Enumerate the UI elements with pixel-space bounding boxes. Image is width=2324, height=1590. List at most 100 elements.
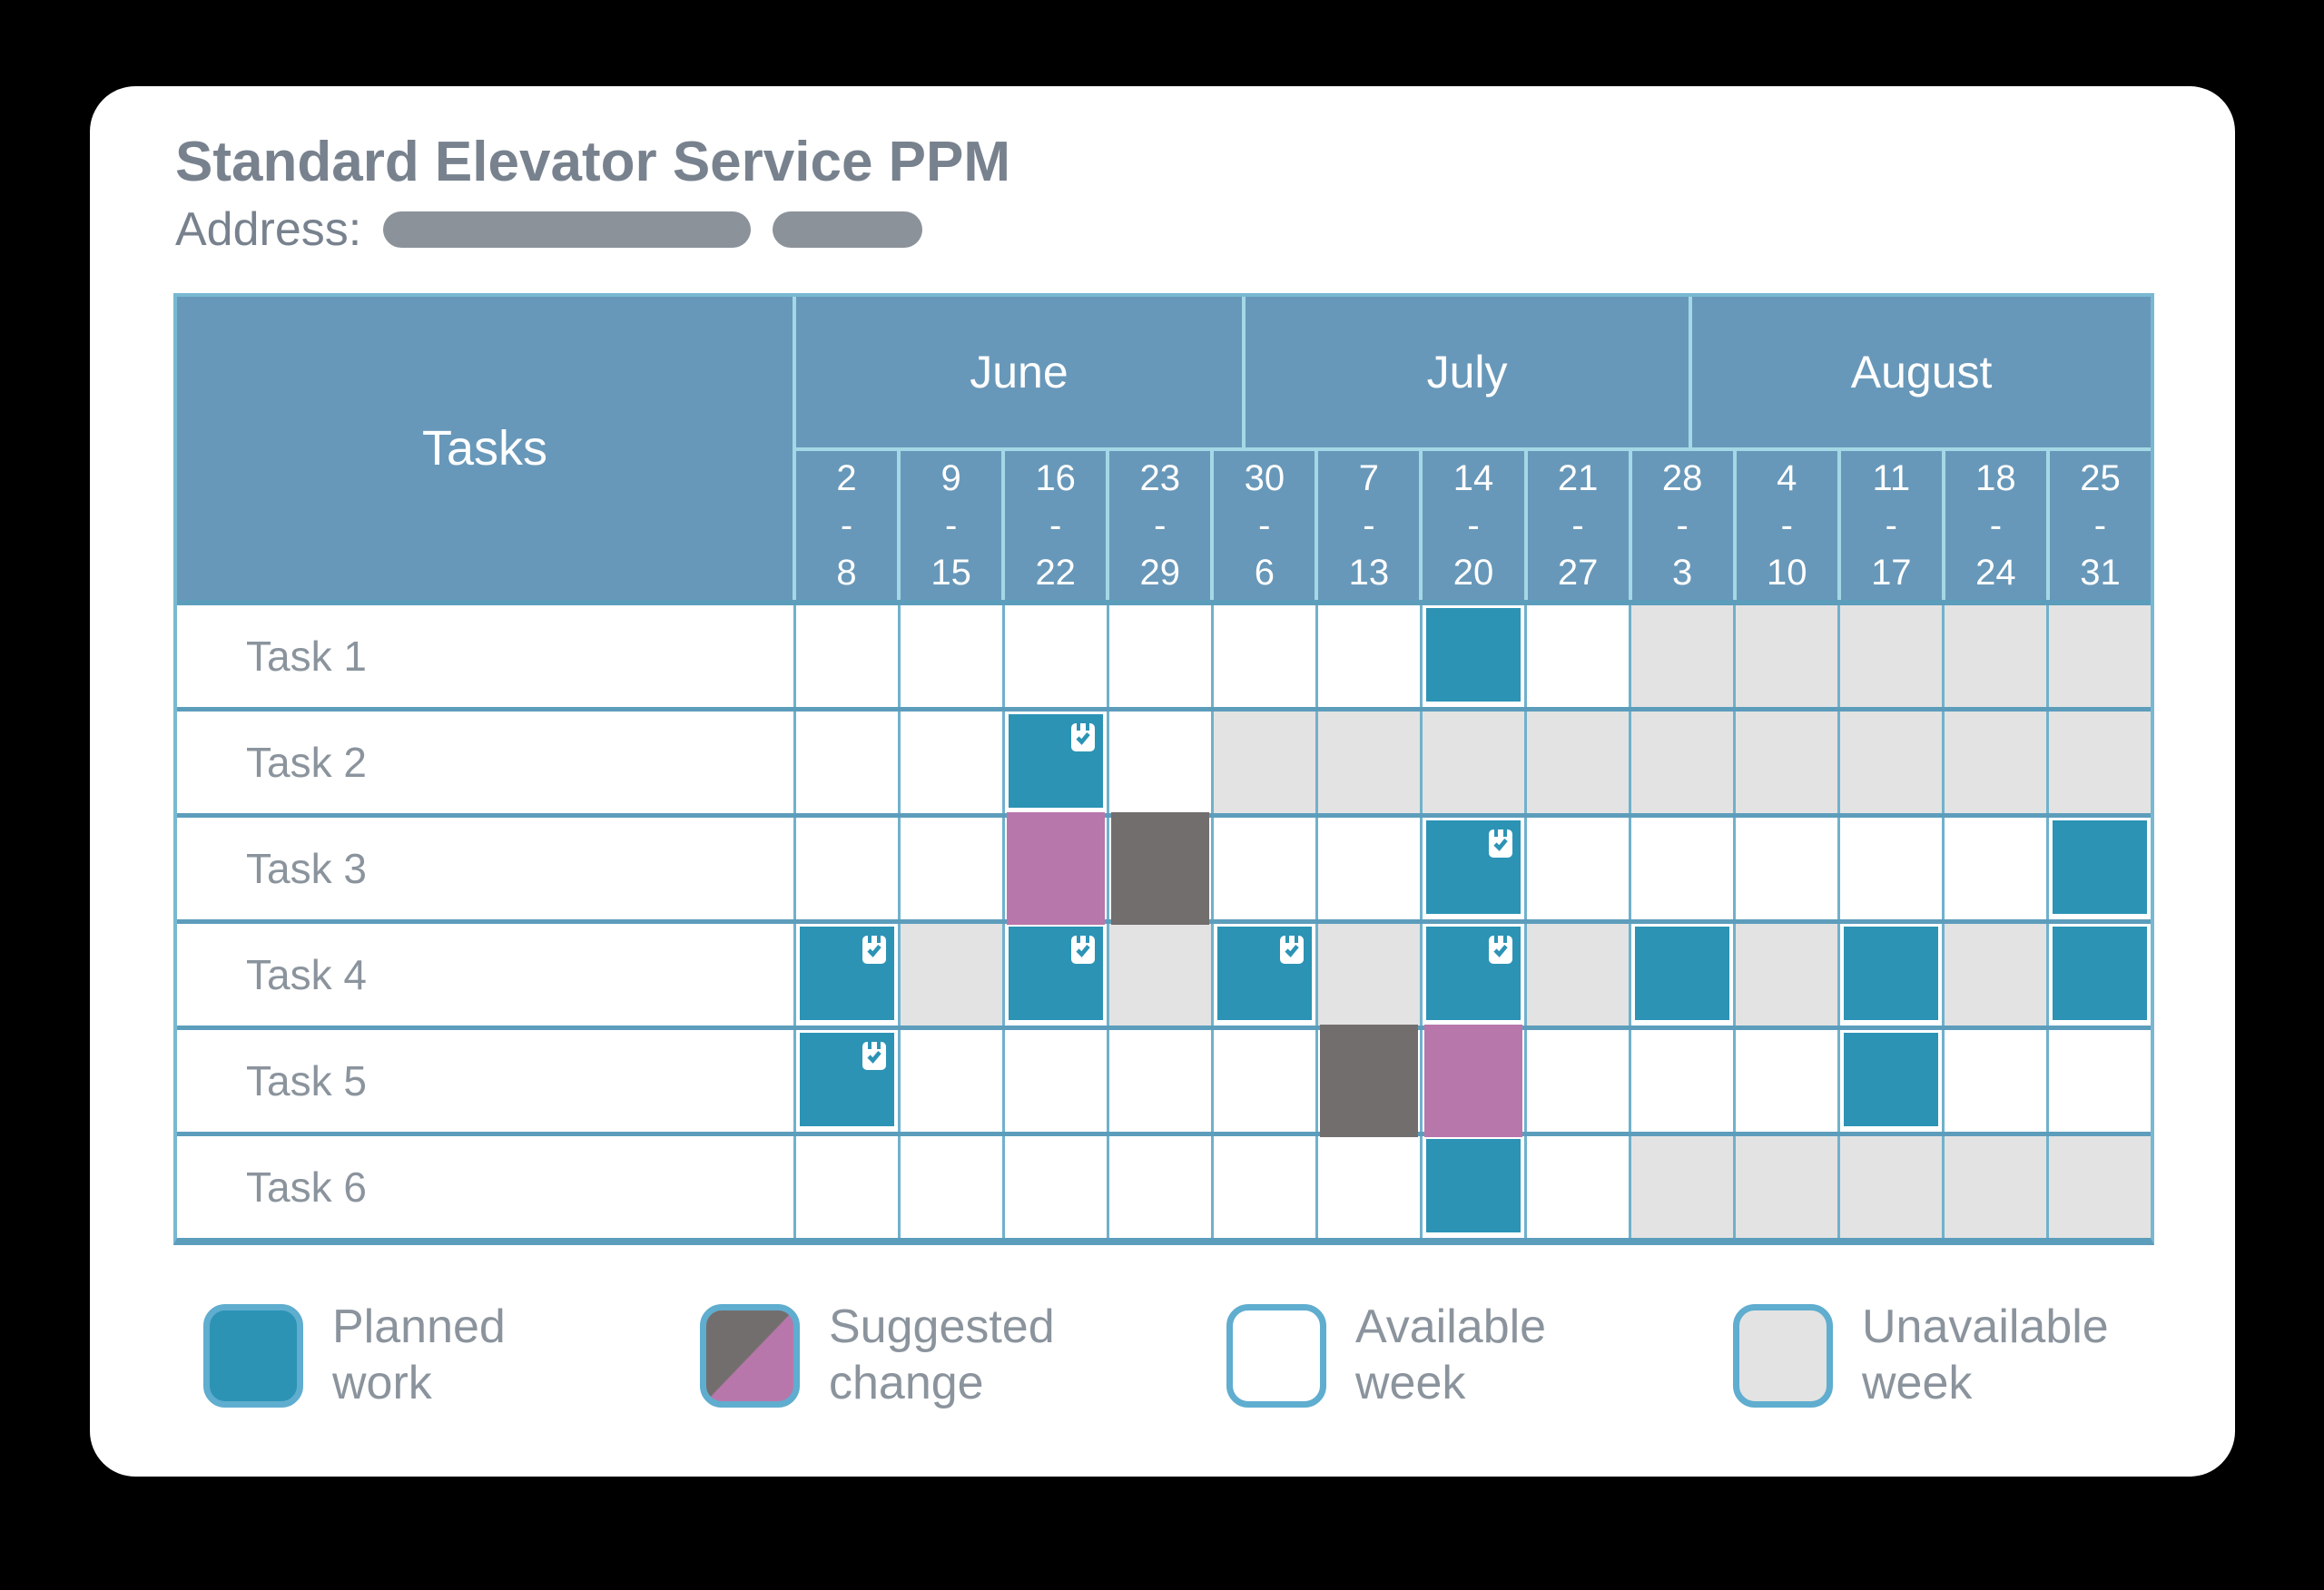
- page-title: Standard Elevator Service PPM: [175, 131, 1011, 193]
- cell-unavailable-week[interactable]: [1629, 605, 1733, 707]
- cell-planned-work-checked[interactable]: [1002, 924, 1107, 1026]
- task-row-2: Task 2: [177, 707, 2151, 813]
- cell-planned-work[interactable]: [1420, 605, 1524, 707]
- legend-item-suggested-change: Suggested change: [700, 1300, 1055, 1411]
- cell-suggested-change-to[interactable]: [1002, 812, 1107, 925]
- cell-unavailable-week[interactable]: [1733, 1136, 1837, 1238]
- cell-unavailable-week[interactable]: [1420, 712, 1524, 813]
- week-header-25-31: 25 - 31: [2045, 451, 2151, 600]
- cell-available-week[interactable]: [1629, 1030, 1733, 1132]
- cell-available-week[interactable]: [1107, 605, 1211, 707]
- week-header-16-22: 16 - 22: [1001, 451, 1106, 600]
- cell-unavailable-week[interactable]: [1211, 712, 1315, 813]
- cell-available-week[interactable]: [1211, 1030, 1315, 1132]
- week-header-4-10: 4 - 10: [1732, 451, 1837, 600]
- task-label: Task 6: [177, 1136, 796, 1238]
- cell-unavailable-week[interactable]: [1315, 712, 1420, 813]
- cell-suggested-change-from[interactable]: [1315, 1025, 1420, 1137]
- cell-unavailable-week[interactable]: [1837, 605, 1942, 707]
- cell-unavailable-week[interactable]: [1315, 924, 1420, 1026]
- task-label: Task 5: [177, 1030, 796, 1132]
- cell-available-week[interactable]: [1629, 818, 1733, 919]
- task-row-1: Task 1: [177, 605, 2151, 707]
- cell-unavailable-week[interactable]: [2046, 1136, 2151, 1238]
- cell-unavailable-week[interactable]: [1629, 712, 1733, 813]
- cell-available-week[interactable]: [1733, 818, 1837, 919]
- planned-work-block: [1009, 927, 1103, 1020]
- cell-available-week[interactable]: [1524, 1030, 1629, 1132]
- cell-unavailable-week[interactable]: [1942, 1136, 2046, 1238]
- cell-available-week[interactable]: [1107, 712, 1211, 813]
- cell-unavailable-week[interactable]: [1733, 605, 1837, 707]
- cell-available-week[interactable]: [1524, 1136, 1629, 1238]
- cell-planned-work[interactable]: [1420, 1136, 1524, 1238]
- week-header-14-20: 14 - 20: [1419, 451, 1523, 600]
- cell-available-week[interactable]: [1524, 818, 1629, 919]
- task-label: Task 2: [177, 712, 796, 813]
- cell-unavailable-week[interactable]: [1733, 712, 1837, 813]
- cell-planned-work[interactable]: [2046, 818, 2151, 919]
- address-redaction-1: [383, 211, 752, 248]
- cell-planned-work-checked[interactable]: [796, 1030, 898, 1132]
- cell-unavailable-week[interactable]: [1837, 1136, 1942, 1238]
- cell-unavailable-week[interactable]: [1733, 924, 1837, 1026]
- cell-available-week[interactable]: [796, 1136, 898, 1238]
- cell-available-week[interactable]: [796, 605, 898, 707]
- cell-available-week[interactable]: [1733, 1030, 1837, 1132]
- cell-available-week[interactable]: [1002, 1136, 1107, 1238]
- cell-available-week[interactable]: [1942, 818, 2046, 919]
- legend-label: Planned work: [332, 1300, 506, 1409]
- cell-unavailable-week[interactable]: [1942, 605, 2046, 707]
- cell-available-week[interactable]: [898, 818, 1002, 919]
- planned-work-swatch: [203, 1304, 303, 1408]
- cell-available-week[interactable]: [1211, 605, 1315, 707]
- planned-work-block: [1426, 1139, 1521, 1232]
- cell-unavailable-week[interactable]: [2046, 712, 2151, 813]
- cell-available-week[interactable]: [796, 712, 898, 813]
- cell-planned-work[interactable]: [2046, 924, 2151, 1026]
- cell-planned-work-checked[interactable]: [1420, 924, 1524, 1026]
- cell-unavailable-week[interactable]: [1107, 924, 1211, 1026]
- cell-available-week[interactable]: [1107, 1030, 1211, 1132]
- cell-unavailable-week[interactable]: [1942, 712, 2046, 813]
- cell-available-week[interactable]: [1107, 1136, 1211, 1238]
- cell-available-week[interactable]: [1211, 1136, 1315, 1238]
- task-row-3: Task 3: [177, 812, 2151, 925]
- cell-available-week[interactable]: [898, 712, 1002, 813]
- cell-unavailable-week[interactable]: [1629, 1136, 1733, 1238]
- cell-suggested-change-to[interactable]: [1420, 1025, 1524, 1137]
- cell-available-week[interactable]: [1942, 1030, 2046, 1132]
- cell-unavailable-week[interactable]: [1524, 924, 1629, 1026]
- check-icon: [1489, 934, 1512, 964]
- cell-planned-work-checked[interactable]: [1002, 712, 1107, 813]
- cell-available-week[interactable]: [898, 1136, 1002, 1238]
- cell-available-week[interactable]: [1211, 818, 1315, 919]
- cell-planned-work-checked[interactable]: [1420, 818, 1524, 919]
- cell-unavailable-week[interactable]: [2046, 605, 2151, 707]
- cell-available-week[interactable]: [1315, 818, 1420, 919]
- cell-suggested-change-from[interactable]: [1107, 812, 1211, 925]
- cell-available-week[interactable]: [1524, 605, 1629, 707]
- cell-planned-work-checked[interactable]: [1211, 924, 1315, 1026]
- planned-work-block: [1635, 927, 1729, 1020]
- cell-available-week[interactable]: [1002, 605, 1107, 707]
- cell-unavailable-week[interactable]: [1942, 924, 2046, 1026]
- cell-available-week[interactable]: [2046, 1030, 2151, 1132]
- cell-available-week[interactable]: [796, 818, 898, 919]
- task-label: Task 4: [177, 924, 796, 1026]
- cell-planned-work[interactable]: [1837, 924, 1942, 1026]
- cell-available-week[interactable]: [1002, 1030, 1107, 1132]
- address-label: Address:: [175, 203, 362, 256]
- cell-planned-work[interactable]: [1837, 1030, 1942, 1132]
- cell-unavailable-week[interactable]: [1837, 712, 1942, 813]
- cell-available-week[interactable]: [1315, 1136, 1420, 1238]
- cell-unavailable-week[interactable]: [898, 924, 1002, 1026]
- suggested-change-to-block: [1007, 812, 1105, 925]
- cell-available-week[interactable]: [1837, 818, 1942, 919]
- cell-available-week[interactable]: [898, 605, 1002, 707]
- cell-unavailable-week[interactable]: [1524, 712, 1629, 813]
- cell-planned-work[interactable]: [1629, 924, 1733, 1026]
- cell-available-week[interactable]: [898, 1030, 1002, 1132]
- cell-planned-work-checked[interactable]: [796, 924, 898, 1026]
- cell-available-week[interactable]: [1315, 605, 1420, 707]
